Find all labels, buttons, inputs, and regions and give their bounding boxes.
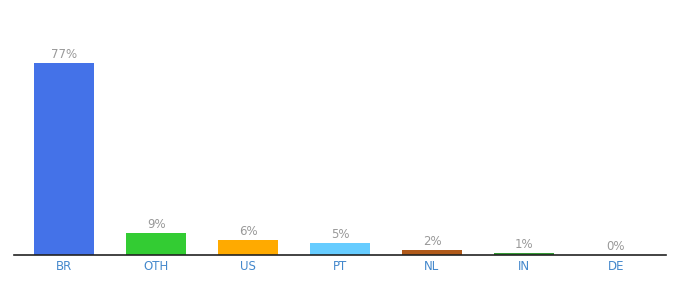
Bar — [218, 240, 278, 255]
Text: 2%: 2% — [423, 235, 441, 248]
Text: 1%: 1% — [515, 238, 533, 250]
Text: 0%: 0% — [607, 240, 625, 253]
Bar — [494, 253, 554, 255]
Text: 5%: 5% — [330, 228, 350, 241]
Bar — [402, 250, 462, 255]
Bar — [310, 243, 370, 255]
Text: 9%: 9% — [147, 218, 165, 231]
Bar — [126, 232, 186, 255]
Text: 6%: 6% — [239, 225, 257, 238]
Text: 77%: 77% — [51, 48, 78, 62]
Bar — [34, 63, 94, 255]
